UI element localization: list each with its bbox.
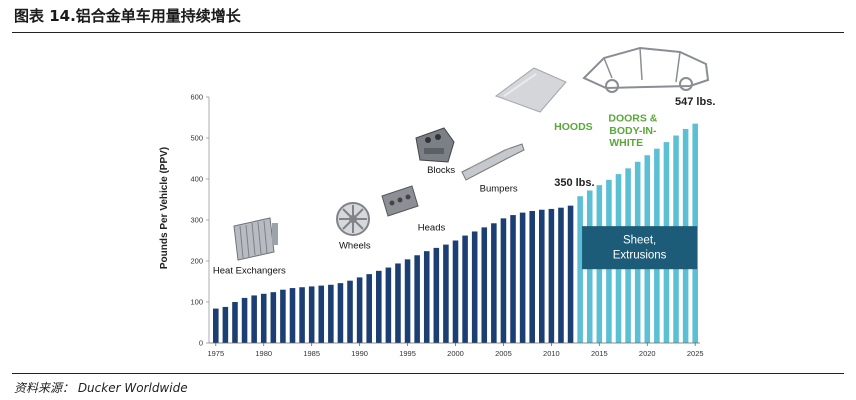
radiator-icon xyxy=(233,217,278,261)
bar-historical xyxy=(270,292,277,343)
y-tick-label: 600 xyxy=(190,93,203,102)
bar-historical xyxy=(471,231,478,343)
x-tick-label: 1980 xyxy=(255,349,272,358)
y-axis-label: Pounds Per Vehicle (PPV) xyxy=(159,147,170,269)
x-tick-label: 1975 xyxy=(207,349,224,358)
bar-historical xyxy=(356,277,363,343)
top-rule xyxy=(12,32,844,33)
x-tick-label: 1995 xyxy=(399,349,416,358)
x-tick-label: 2000 xyxy=(447,349,464,358)
bar-historical xyxy=(376,270,382,343)
bar-historical xyxy=(241,297,248,343)
x-axis: 1975 1980 1985 1990 1995 2000 2005 2010 2015 2020… xyxy=(207,342,704,358)
x-tick-label: 2020 xyxy=(639,349,656,358)
bar-historical xyxy=(395,263,401,343)
y-tick-label: 200 xyxy=(190,257,203,266)
bar-historical xyxy=(491,223,497,343)
bar-historical xyxy=(548,208,555,343)
bar-historical xyxy=(567,205,574,343)
bar-historical xyxy=(481,227,488,343)
bar-historical xyxy=(539,209,545,343)
wheel-icon xyxy=(336,202,370,236)
annotation-label: Wheels xyxy=(339,241,371,252)
bar-historical xyxy=(328,284,334,343)
annotation-label: Heads xyxy=(418,222,446,233)
annotation-label: BODY-IN- xyxy=(609,125,657,137)
annotation-label: HOODS xyxy=(554,121,593,133)
bar-historical xyxy=(404,259,411,343)
bar-historical xyxy=(443,244,449,343)
engine-head-icon xyxy=(381,185,419,217)
annotation-label: Heat Exchangers xyxy=(213,265,286,276)
hood-icon xyxy=(494,67,567,113)
bar-historical xyxy=(299,287,305,343)
sheet-extrusions-panel xyxy=(582,226,698,270)
sheet-extrusions-box: Sheet, Extrusions xyxy=(582,226,698,270)
bar-historical xyxy=(500,218,507,343)
annotation-label: Bumpers xyxy=(480,183,518,194)
annotation-label: 547 lbs. xyxy=(675,96,715,108)
bar-historical xyxy=(414,255,420,343)
bar-historical xyxy=(289,288,296,343)
box-label: Extrusions xyxy=(613,250,667,262)
bar-historical xyxy=(423,251,430,343)
bar-historical xyxy=(318,285,325,343)
bar-historical xyxy=(280,289,286,343)
bar-historical xyxy=(462,235,468,343)
part-icons xyxy=(233,46,710,261)
x-tick-label: 2025 xyxy=(687,349,704,358)
bar-historical xyxy=(385,267,392,343)
figure-title: 图表 14.铝合金单车用量持续增长 xyxy=(14,7,241,25)
x-tick-label: 1990 xyxy=(351,349,368,358)
y-tick-label: 400 xyxy=(190,175,203,184)
bar-historical xyxy=(251,295,257,343)
bar-historical xyxy=(347,280,353,343)
annotation-label: WHITE xyxy=(609,137,643,149)
bar-historical xyxy=(213,308,219,343)
y-tick-label: 500 xyxy=(190,134,203,143)
x-tick-label: 2015 xyxy=(591,349,608,358)
bar-historical xyxy=(308,286,315,343)
annotation-label: 350 lbs. xyxy=(554,177,594,189)
annotation-label: Blocks xyxy=(427,165,455,176)
x-tick-label: 2010 xyxy=(543,349,560,358)
y-tick-label: 0 xyxy=(199,339,203,348)
box-label: Sheet, xyxy=(623,235,656,247)
bumper-icon xyxy=(461,143,525,181)
bar-historical xyxy=(366,274,372,343)
bar-historical xyxy=(232,302,238,343)
source-note: 资料来源： Ducker Worldwide xyxy=(14,381,188,395)
bar-historical xyxy=(222,306,229,343)
x-tick-label: 2005 xyxy=(495,349,512,358)
annotations: Heat Exchangers Wheels Heads Blocks Bumpers H… xyxy=(213,96,715,276)
annotation-label: DOORS & xyxy=(608,113,657,125)
bar-historical xyxy=(519,212,526,343)
bar-historical xyxy=(452,240,459,343)
y-tick-label: 100 xyxy=(190,298,203,307)
bottom-rule xyxy=(12,373,844,374)
y-tick-label: 300 xyxy=(190,216,203,225)
y-axis: 0 100 200 300 400 500 600 xyxy=(190,93,210,348)
car-body-icon xyxy=(582,46,710,93)
engine-block-icon xyxy=(415,127,455,163)
bar-historical xyxy=(529,210,535,343)
x-tick-label: 1985 xyxy=(303,349,320,358)
bar-forecast xyxy=(577,196,583,343)
bar-historical xyxy=(337,283,344,343)
bar-historical xyxy=(558,207,564,343)
bar-historical xyxy=(510,215,516,343)
bar-historical xyxy=(433,247,440,343)
bar-historical xyxy=(260,293,267,343)
